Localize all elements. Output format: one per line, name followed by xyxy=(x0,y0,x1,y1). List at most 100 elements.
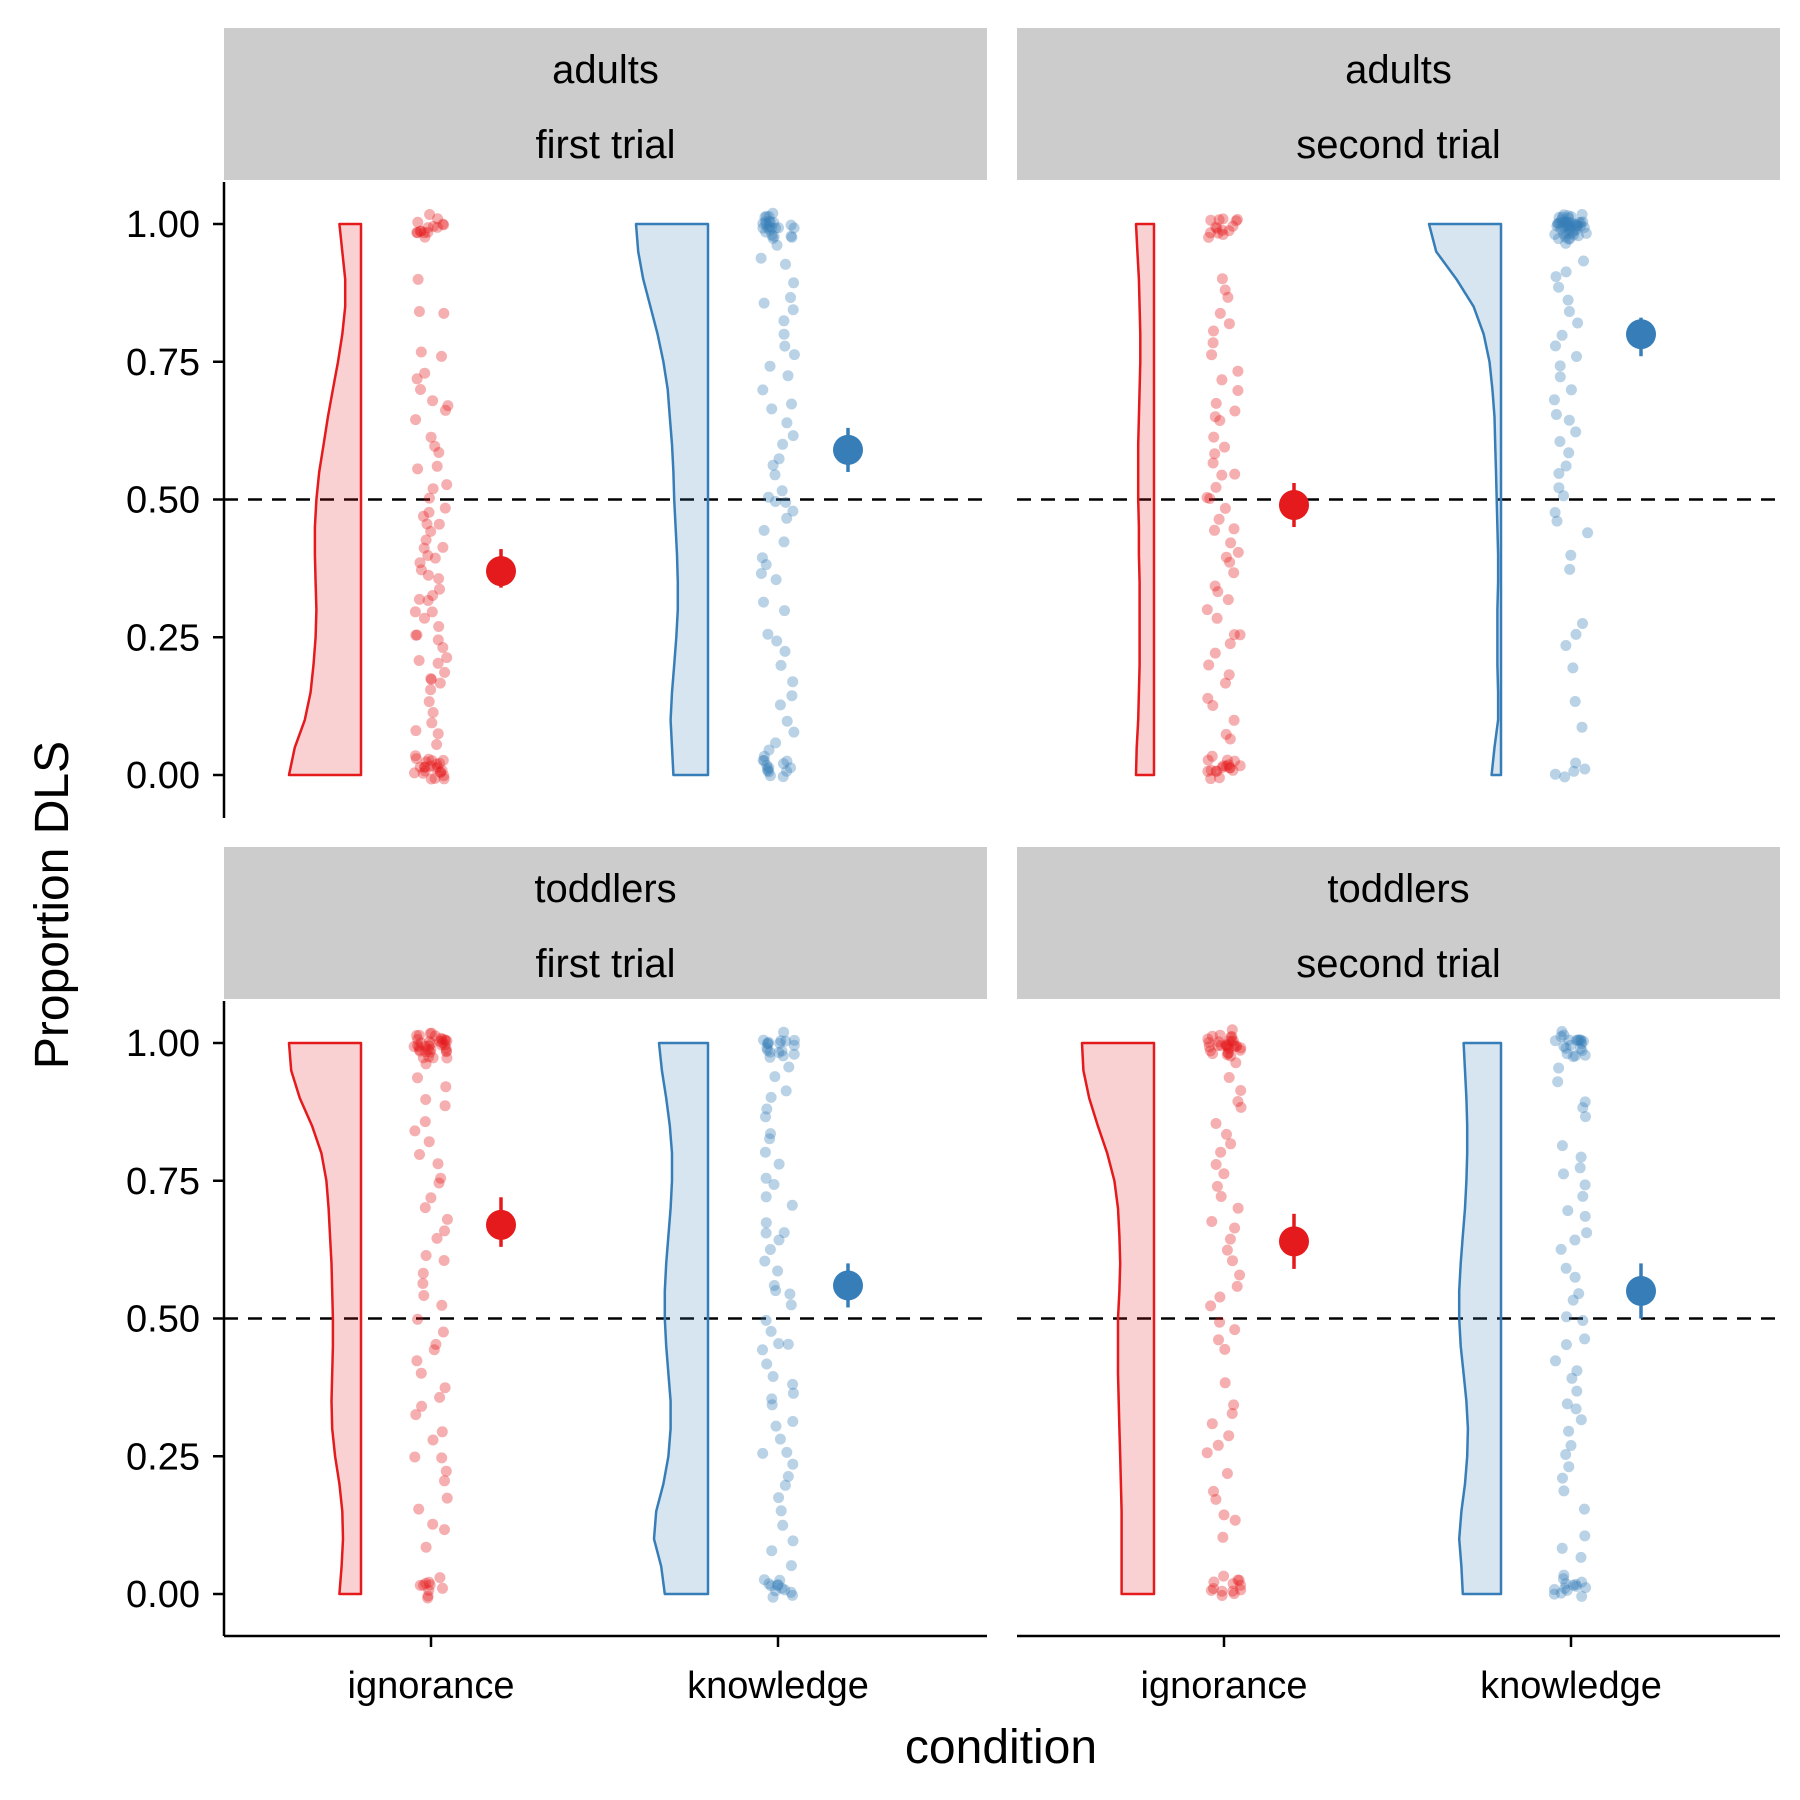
data-point xyxy=(767,459,779,471)
data-point xyxy=(1558,1041,1570,1052)
data-point xyxy=(419,761,430,773)
data-point xyxy=(1579,1530,1591,1542)
data-point xyxy=(1205,227,1216,239)
data-point xyxy=(788,349,800,361)
data-point xyxy=(1220,1039,1232,1051)
data-point xyxy=(1201,604,1213,616)
data-point xyxy=(429,552,441,564)
data-point xyxy=(772,1579,784,1591)
data-point xyxy=(1206,1418,1218,1430)
data-point xyxy=(785,219,797,231)
data-point xyxy=(1565,1039,1577,1051)
data-point xyxy=(437,1582,448,1594)
data-point xyxy=(776,485,788,497)
facet-strip xyxy=(1017,847,1780,999)
data-point xyxy=(1219,1377,1231,1389)
data-point xyxy=(1224,762,1236,774)
data-point xyxy=(1212,586,1224,598)
data-point xyxy=(425,1192,437,1204)
data-point xyxy=(1210,1493,1222,1505)
axes-layer: 0.00 0.25 0.50 0.75 1.00 0.00 0.25 0.50 0.75 1.00… xyxy=(126,182,1780,1707)
density-half-violin xyxy=(652,1041,710,1596)
data-point xyxy=(1572,317,1584,329)
data-point xyxy=(432,213,444,225)
data-point xyxy=(1219,1343,1231,1355)
data-point xyxy=(1226,1035,1238,1047)
data-point xyxy=(440,1042,452,1054)
data-point xyxy=(1560,1339,1572,1351)
data-point xyxy=(1558,228,1570,240)
data-point xyxy=(441,479,453,491)
data-point xyxy=(432,657,444,669)
data-point xyxy=(1578,222,1590,233)
data-point xyxy=(773,1047,785,1058)
data-point xyxy=(771,635,783,647)
data-point xyxy=(419,367,431,379)
data-point xyxy=(425,1044,437,1056)
data-point xyxy=(760,1217,772,1229)
data-point xyxy=(759,1146,771,1158)
data-point xyxy=(1229,755,1241,767)
data-point xyxy=(1213,1036,1225,1048)
mean-point xyxy=(1626,1275,1656,1306)
data-point xyxy=(441,1035,453,1047)
data-point xyxy=(781,755,793,767)
data-point xyxy=(786,1199,798,1211)
data-point xyxy=(1570,1403,1582,1415)
data-point xyxy=(785,1586,797,1598)
data-point xyxy=(1222,291,1234,303)
data-point xyxy=(757,384,769,396)
data-point xyxy=(766,229,778,241)
data-point xyxy=(1205,1300,1217,1312)
data-point xyxy=(787,1378,799,1390)
data-point xyxy=(422,226,434,238)
data-point xyxy=(428,220,439,232)
data-point xyxy=(1560,640,1572,651)
data-point xyxy=(435,766,447,778)
data-point xyxy=(1212,1040,1224,1051)
data-point xyxy=(1555,1031,1567,1042)
data-point xyxy=(761,1103,773,1115)
data-point xyxy=(1552,218,1564,230)
data-point xyxy=(774,1433,786,1445)
y-tick-label: 0.50 xyxy=(126,1299,200,1341)
data-point xyxy=(1205,214,1217,226)
data-point xyxy=(435,1039,447,1051)
data-point xyxy=(427,395,439,407)
density-half-violin xyxy=(287,222,363,777)
data-point xyxy=(415,346,427,358)
data-point xyxy=(1232,1202,1244,1214)
data-point xyxy=(424,1579,436,1591)
data-point xyxy=(1224,762,1236,774)
data-point xyxy=(439,502,451,514)
data-point xyxy=(437,1326,449,1338)
data-point xyxy=(760,1227,772,1239)
data-point xyxy=(411,227,423,238)
data-point xyxy=(1234,629,1246,641)
data-point xyxy=(779,605,790,617)
data-point xyxy=(1564,563,1576,575)
data-point xyxy=(1203,231,1215,243)
data-point xyxy=(1571,1365,1583,1377)
x-tick-label: ignorance xyxy=(1141,1665,1308,1707)
data-point xyxy=(788,1048,800,1060)
data-point xyxy=(420,1577,432,1589)
data-point xyxy=(435,1032,447,1044)
data-point xyxy=(786,231,798,243)
data-point xyxy=(758,1574,770,1586)
data-point xyxy=(1208,431,1220,443)
data-point xyxy=(1209,580,1221,592)
data-point xyxy=(412,216,424,228)
data-point xyxy=(757,1447,769,1459)
data-point xyxy=(1232,1096,1244,1107)
data-point xyxy=(410,750,421,762)
x-axis: ignorance knowledge xyxy=(1017,1634,1780,1707)
data-point xyxy=(434,1572,446,1584)
data-point xyxy=(434,757,446,769)
data-point xyxy=(413,593,425,605)
data-point xyxy=(763,766,775,778)
data-point xyxy=(1219,502,1231,514)
data-point xyxy=(1570,628,1582,640)
data-point xyxy=(1564,233,1576,245)
